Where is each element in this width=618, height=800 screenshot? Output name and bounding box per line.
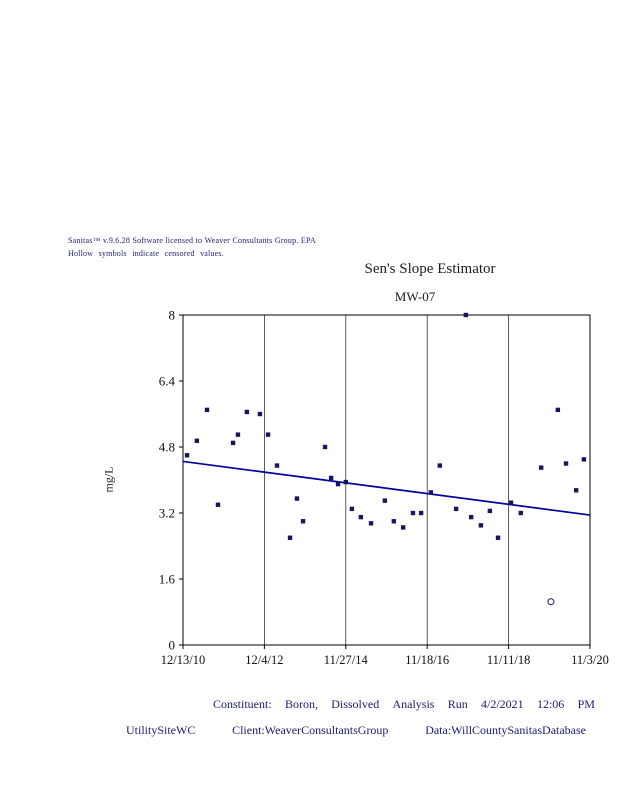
license-word: Group. <box>274 236 299 245</box>
license-word: Software <box>132 236 163 245</box>
note-word: censored <box>164 249 195 258</box>
site-name: UtilitySiteWC <box>126 723 196 737</box>
info-word: Analysis <box>392 697 435 711</box>
svg-text:11/27/14: 11/27/14 <box>324 653 369 667</box>
svg-text:11/3/20: 11/3/20 <box>571 653 609 667</box>
license-word: EPA <box>300 236 316 245</box>
client-name: Client:WeaverConsultantsGroup <box>232 723 389 737</box>
chart-title: Sen's Slope Estimator <box>364 261 496 277</box>
note-word: symbols <box>98 249 127 258</box>
svg-text:8: 8 <box>169 308 176 323</box>
info-word: Boron, <box>284 697 318 711</box>
info-word: Run <box>447 697 468 711</box>
info-word: 12:06 <box>536 697 565 711</box>
note-word: values. <box>200 249 224 258</box>
data-source: Data:WillCountySanitasDatabase <box>425 723 586 737</box>
note-word: Hollow <box>68 249 94 258</box>
software-license-line: Sanitas™ v.9.6.28 Software licensed to W… <box>68 236 316 245</box>
well-id-subtitle: MW-07 <box>394 289 436 304</box>
license-word: Sanitas™ <box>68 236 101 245</box>
svg-text:12/13/10: 12/13/10 <box>161 653 205 667</box>
info-word: Dissolved <box>331 697 380 711</box>
info-word: PM <box>577 697 595 711</box>
svg-text:1.6: 1.6 <box>159 572 176 587</box>
analysis-info-line: Constituent: Boron, Dissolved Analysis R… <box>213 697 595 712</box>
site-client-data-line: UtilitySiteWC Client:WeaverConsultantsGr… <box>126 723 586 738</box>
license-word: v.9.6.28 <box>102 236 131 245</box>
svg-text:6.4: 6.4 <box>159 374 176 389</box>
svg-text:3.2: 3.2 <box>159 506 175 521</box>
svg-text:12/4/12: 12/4/12 <box>245 653 283 667</box>
svg-text:11/11/18: 11/11/18 <box>487 653 531 667</box>
license-word: licensed <box>165 236 194 245</box>
svg-text:11/18/16: 11/18/16 <box>405 653 449 667</box>
hollow-symbols-note: Hollow symbols indicate censored values. <box>68 249 224 258</box>
svg-text:4.8: 4.8 <box>159 440 175 455</box>
license-word: to <box>195 236 203 245</box>
info-word: 4/2/2021 <box>481 697 524 711</box>
license-word: Consultants <box>232 236 273 245</box>
license-word: Weaver <box>204 236 231 245</box>
svg-text:0: 0 <box>169 638 176 653</box>
info-word: Constituent: <box>213 697 272 711</box>
note-word: indicate <box>132 249 160 258</box>
sens-slope-chart: 12/13/10 12/4/12 11/27/14 11/18/16 11/11/18 1… <box>159 308 609 668</box>
